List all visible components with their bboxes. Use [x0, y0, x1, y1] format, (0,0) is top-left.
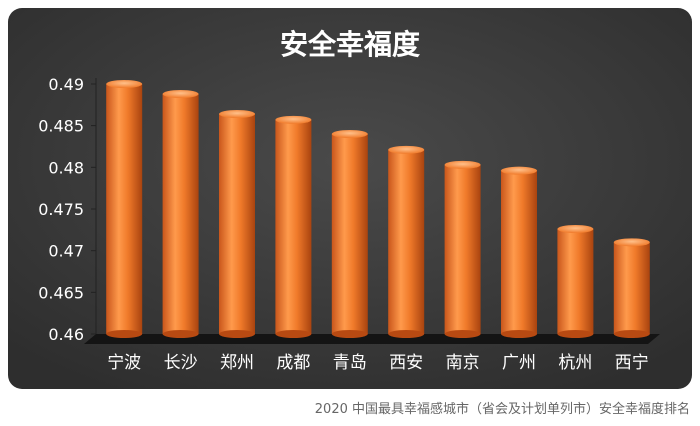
- x-tick-label: 长沙: [164, 353, 198, 373]
- y-tick-label: 0.47: [48, 242, 84, 261]
- bar-cap: [557, 225, 594, 233]
- bars-group: [106, 80, 650, 338]
- bar-cap: [219, 110, 255, 118]
- x-tick-label: 西安: [389, 353, 423, 373]
- bar: [162, 90, 199, 338]
- x-tick-label: 成都: [276, 353, 310, 373]
- bar-body: [388, 149, 425, 334]
- bar-body: [106, 84, 143, 334]
- x-tick-label: 广州: [502, 353, 536, 373]
- y-tick-label: 0.49: [48, 75, 84, 94]
- bar-cap: [388, 145, 425, 154]
- x-tick-label: 宁波: [107, 353, 141, 373]
- y-tick-label: 0.485: [38, 117, 84, 136]
- bar: [219, 110, 255, 338]
- y-axis: 0.46 0.465 0.47 0.475 0.48 0.485 0.49: [38, 75, 96, 344]
- bar: [388, 145, 425, 338]
- x-tick-label: 西宁: [615, 353, 649, 373]
- y-tick-label: 0.48: [48, 158, 84, 177]
- bar-cap: [275, 115, 312, 124]
- bar-base: [275, 330, 312, 338]
- bar-body: [275, 119, 312, 334]
- bar-body: [162, 94, 199, 334]
- bar-body: [613, 242, 650, 334]
- x-tick-label: 南京: [446, 353, 480, 373]
- bar-base: [557, 330, 594, 338]
- bar-body: [501, 170, 537, 334]
- bar-base: [106, 330, 143, 338]
- bar-cap: [106, 80, 143, 88]
- bar: [501, 166, 537, 338]
- bar-base: [444, 330, 481, 338]
- bar-body: [219, 114, 255, 334]
- bar-base: [162, 330, 199, 338]
- bar-cap: [613, 238, 650, 247]
- bar-base: [388, 330, 425, 338]
- x-tick-label: 郑州: [220, 353, 254, 373]
- bar: [557, 225, 594, 338]
- bar-cap: [162, 90, 199, 98]
- bar: [331, 130, 368, 338]
- bar-body: [557, 229, 594, 334]
- chart-title: 安全幸福度: [280, 28, 420, 61]
- bar: [444, 160, 481, 338]
- bar-base: [501, 330, 537, 338]
- y-tick-label: 0.46: [48, 325, 84, 344]
- x-tick-label: 杭州: [558, 353, 592, 373]
- bar-base: [331, 330, 368, 338]
- bar: [613, 238, 650, 338]
- bar-cap: [331, 130, 368, 138]
- bar: [106, 80, 143, 338]
- bar-cap: [501, 166, 537, 175]
- bar-cap: [444, 160, 481, 169]
- x-tick-label: 青岛: [333, 353, 367, 373]
- bar-base: [219, 330, 255, 338]
- y-tick-label: 0.475: [38, 200, 84, 219]
- bar-body: [331, 134, 368, 334]
- figure-caption: 2020 中国最具幸福感城市（省会及计划单列市）安全幸福度排名: [314, 402, 690, 417]
- x-axis: 宁波 长沙 郑州 成都 青岛 西安 南京 广州 杭州 西宁: [107, 353, 649, 373]
- bar-base: [613, 330, 650, 338]
- bar: [275, 115, 312, 338]
- chart-frame: 安全幸福度 0.46 0.465 0.47 0.475 0.48 0.485 0.49 宁波…: [8, 8, 692, 389]
- y-tick-label: 0.465: [38, 283, 84, 302]
- bar-chart: 安全幸福度 0.46 0.465 0.47 0.475 0.48 0.485 0.49 宁波…: [8, 8, 692, 389]
- bar-body: [444, 164, 481, 334]
